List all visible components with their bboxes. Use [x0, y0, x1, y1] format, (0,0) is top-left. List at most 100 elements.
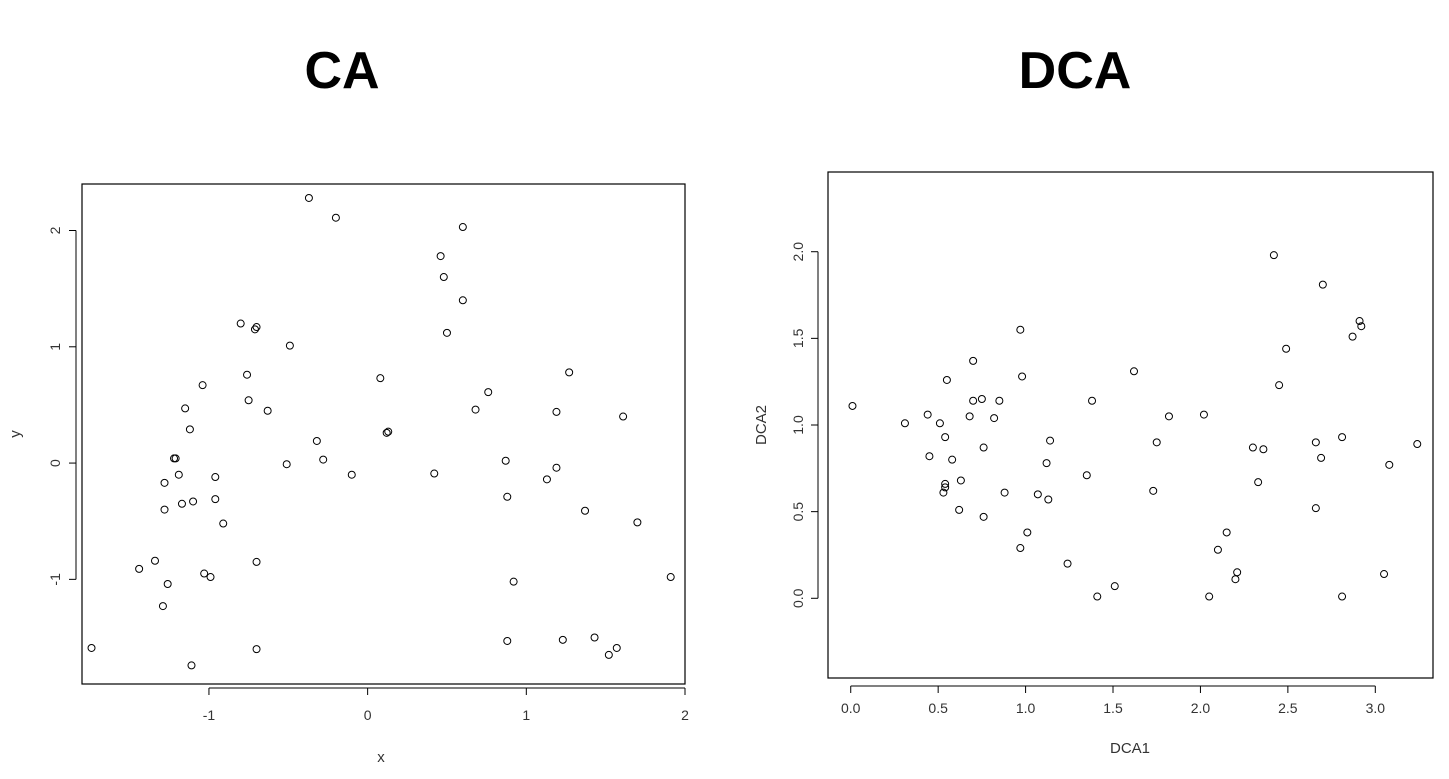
dca-y-tick-label: 1.5 — [790, 328, 806, 348]
dca-point — [1259, 445, 1268, 454]
dca-point — [1311, 438, 1320, 447]
dca-point — [941, 483, 950, 492]
dca-y-axis: 0.0 0.5 1.0 1.5 2.0 — [790, 242, 819, 608]
dca-points — [848, 251, 1422, 601]
ca-point — [304, 193, 313, 202]
dca-point — [1000, 488, 1009, 497]
ca-point — [484, 388, 493, 397]
ca-point — [430, 469, 439, 478]
ca-point — [590, 633, 599, 642]
ca-point — [150, 556, 159, 565]
ca-point — [439, 273, 448, 282]
dca-point — [1033, 490, 1042, 499]
ca-point — [509, 577, 518, 586]
dca-point — [925, 452, 934, 461]
ca-x-tick-label: 2 — [681, 707, 689, 723]
dca-point — [1129, 367, 1138, 376]
dca-point — [1318, 280, 1327, 289]
dca-point — [1338, 433, 1347, 442]
ca-point — [633, 518, 642, 527]
ca-point — [666, 573, 675, 582]
dca-point — [1205, 592, 1214, 601]
ca-point — [312, 436, 321, 445]
ca-x-axis: -1 0 1 2 — [203, 687, 689, 723]
ca-point — [189, 497, 198, 506]
ca-points — [87, 193, 675, 670]
dca-point — [1164, 412, 1173, 421]
dca-point — [1338, 592, 1347, 601]
dca-point — [1152, 438, 1161, 447]
ca-point — [436, 252, 445, 261]
ca-point — [171, 454, 180, 463]
ca-point — [604, 650, 613, 659]
dca-point — [948, 455, 957, 464]
dca-x-axis: 0.0 0.5 1.0 1.5 2.0 2.5 3.0 — [841, 685, 1386, 716]
dca-point — [990, 414, 999, 423]
dca-x-tick-label: 2.0 — [1191, 700, 1211, 716]
dca-point — [848, 401, 857, 410]
dca-x-tick-label: 2.5 — [1278, 700, 1298, 716]
dca-point — [956, 476, 965, 485]
dca-point — [995, 396, 1004, 405]
dca-point — [1016, 325, 1025, 334]
ca-point — [200, 569, 209, 578]
dca-point — [1110, 582, 1119, 591]
ca-point — [252, 323, 261, 332]
dca-x-tick-label: 0.5 — [928, 700, 948, 716]
dca-point — [942, 375, 951, 384]
dca-y-tick-label: 2.0 — [790, 242, 806, 262]
dca-x-axis-title: DCA1 — [1110, 740, 1150, 757]
dca-point — [1380, 570, 1389, 579]
ca-point — [236, 319, 245, 328]
ca-point — [542, 475, 551, 484]
dca-point — [1222, 528, 1231, 537]
ca-point — [347, 470, 356, 479]
dca-point — [977, 395, 986, 404]
dca-point — [941, 433, 950, 442]
dca-x-tick-label: 3.0 — [1366, 700, 1386, 716]
ca-x-tick-label: 1 — [522, 707, 530, 723]
dca-point — [1016, 544, 1025, 553]
dca-point — [1042, 459, 1051, 468]
ca-point — [174, 470, 183, 479]
dca-point — [1046, 436, 1055, 445]
ca-point — [87, 643, 96, 652]
dca-point — [979, 512, 988, 521]
dca-y-tick-label: 0.0 — [790, 588, 806, 608]
ca-plot-frame — [81, 183, 686, 685]
dca-chart-title: DCA — [1019, 42, 1132, 100]
dca-point — [1311, 504, 1320, 513]
ca-point — [206, 573, 215, 582]
ca-point — [501, 456, 510, 465]
dca-x-tick-label: 1.0 — [1016, 700, 1036, 716]
ca-point — [558, 635, 567, 644]
dca-point — [1275, 381, 1284, 390]
ca-point — [250, 325, 259, 334]
dca-point — [1317, 453, 1326, 462]
dca-point — [1385, 460, 1394, 469]
ca-y-tick-label: 0 — [47, 459, 63, 467]
dca-point — [1254, 478, 1263, 487]
ca-point — [282, 460, 291, 469]
dca-point — [1093, 592, 1102, 601]
ca-point — [458, 223, 467, 232]
dca-point — [1149, 486, 1158, 495]
ca-point — [185, 425, 194, 434]
dca-plot-frame — [827, 171, 1434, 679]
ca-point — [503, 492, 512, 501]
ca-point — [170, 454, 179, 463]
ca-point — [252, 645, 261, 654]
dca-point — [1413, 440, 1422, 449]
dca-point — [1269, 251, 1278, 260]
dca-point — [1355, 317, 1364, 326]
ca-point — [160, 478, 169, 487]
dca-x-tick-label: 0.0 — [841, 700, 861, 716]
ca-point — [581, 506, 590, 515]
ca-chart-title: CA — [304, 42, 379, 100]
ca-point — [376, 374, 385, 383]
dca-point — [1199, 410, 1208, 419]
dca-point — [1348, 332, 1357, 341]
dca-point — [1282, 344, 1291, 353]
ca-point — [211, 473, 220, 482]
ca-point — [458, 296, 467, 305]
